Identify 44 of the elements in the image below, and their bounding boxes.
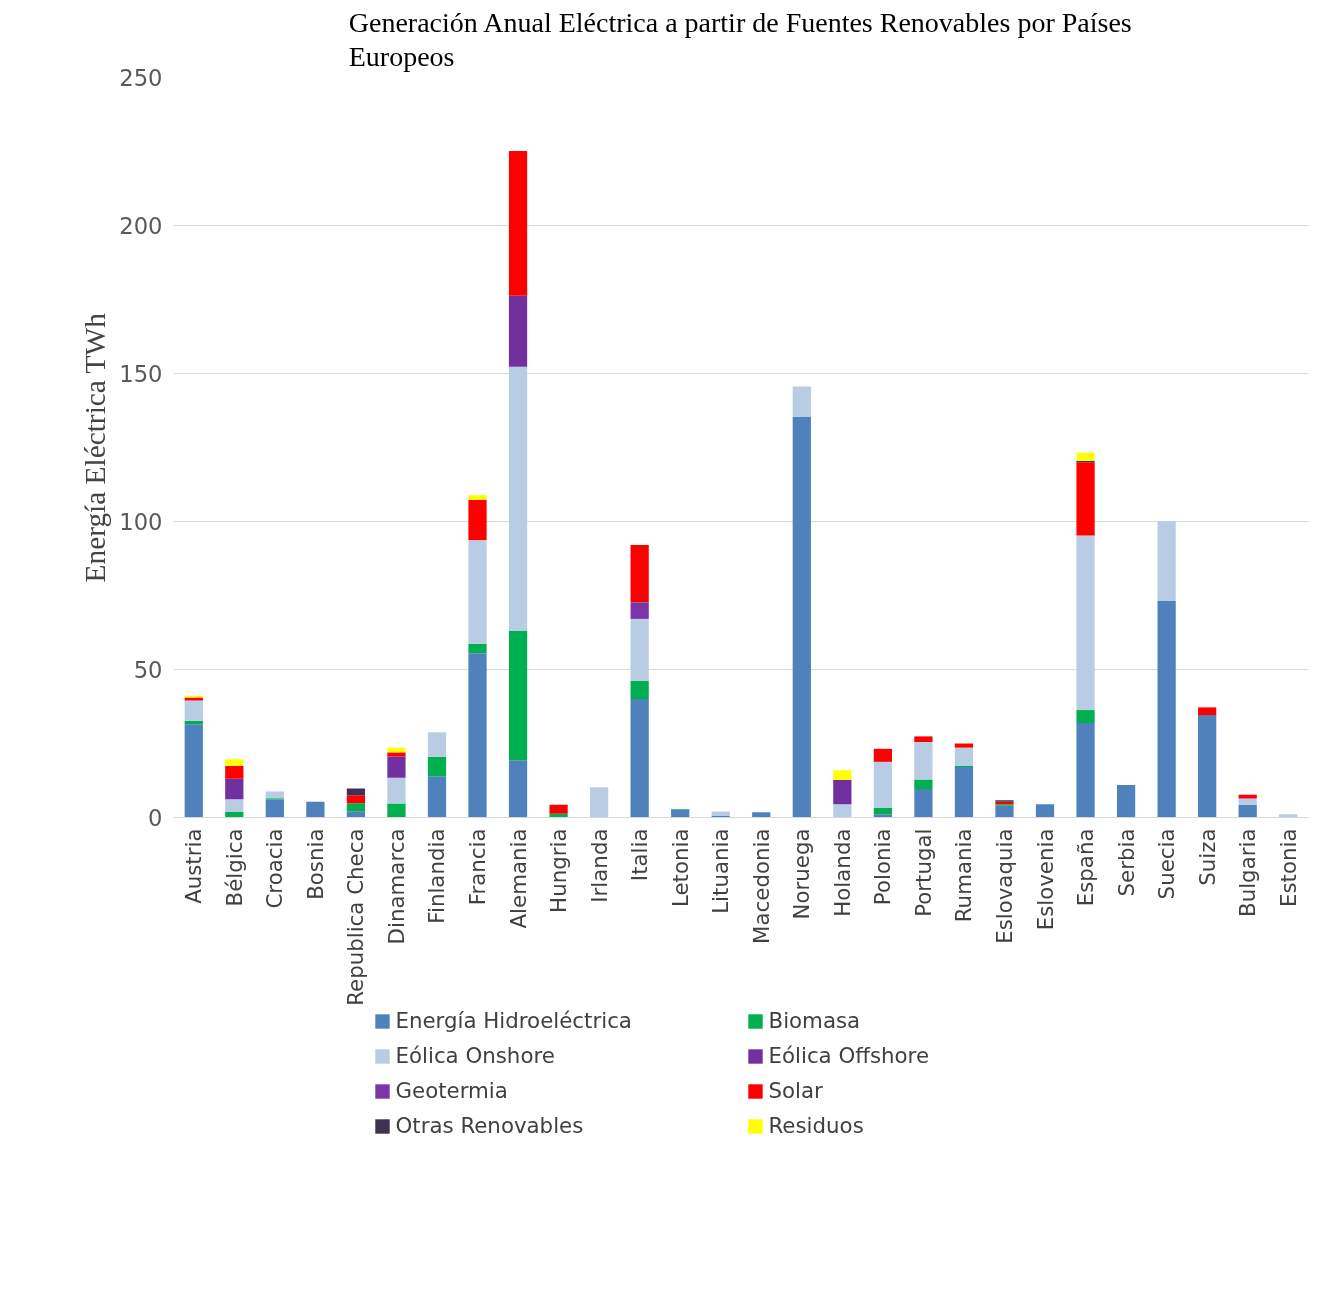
- x-tick-label: Hungria: [546, 828, 572, 913]
- legend-label: Residuos: [768, 1113, 865, 1138]
- x-tick-label: Macedonia: [748, 828, 774, 944]
- y-tick-label: 0: [148, 805, 163, 831]
- x-tick-label: Irlanda: [586, 828, 612, 903]
- legend-label: Biomasa: [768, 1008, 862, 1033]
- x-tick-label: Republica Checa: [343, 828, 369, 1006]
- legend-label: Eólica Offshore: [768, 1043, 931, 1068]
- x-tick-label: Bélgica: [221, 828, 247, 907]
- x-tick-label: Portugal: [910, 828, 936, 917]
- y-tick-label: 100: [119, 509, 163, 535]
- legend-label: Otras Renovables: [395, 1113, 585, 1138]
- chart-title: Generación Anual Eléctrica a partir de Fuentes Renovables por Países Europeos: [348, 7, 1132, 73]
- x-tick-label: Letonia: [667, 828, 693, 908]
- x-tick-label: Italia: [627, 828, 653, 882]
- legend-label: Geotermia: [395, 1078, 509, 1103]
- x-tick-label: Lituania: [708, 828, 734, 914]
- x-tick-label: Croacia: [262, 828, 288, 909]
- legend-label: Energía Hidroeléctrica: [395, 1008, 633, 1033]
- x-tick-label: Holanda: [829, 828, 855, 917]
- x-tick-label: Alemania: [505, 828, 531, 929]
- y-tick-label: 200: [119, 213, 163, 239]
- y-tick-label: 50: [133, 657, 163, 683]
- x-tick-label: Francia: [465, 828, 491, 906]
- x-tick-label: Eslovaquia: [991, 828, 1017, 944]
- x-tick-label: Suecia: [1154, 828, 1180, 900]
- y-axis-title: Energía Eléctrica TWh: [79, 312, 112, 583]
- x-tick-label: Finlandia: [424, 828, 450, 924]
- x-tick-label: Bulgaria: [1235, 828, 1261, 917]
- x-tick-label: Polonia: [870, 828, 896, 906]
- x-tick-label: Rumania: [951, 828, 977, 923]
- x-tick-label: España: [1073, 828, 1099, 907]
- x-tick-label: Eslovenia: [1032, 828, 1058, 931]
- x-tick-label: Noruega: [789, 828, 815, 920]
- legend-label: Solar: [768, 1078, 824, 1103]
- x-tick-label: Serbia: [1113, 828, 1139, 897]
- x-tick-label: Suiza: [1194, 828, 1220, 886]
- x-tick-label: Bosnia: [302, 828, 328, 900]
- legend-label: Eólica Onshore: [395, 1043, 556, 1068]
- x-tick-label: Estonia: [1275, 828, 1301, 908]
- x-tick-label: Dinamarca: [383, 828, 409, 945]
- y-tick-label: 150: [119, 361, 163, 387]
- x-tick-label: Austria: [181, 828, 207, 904]
- y-tick-label: 250: [119, 65, 163, 91]
